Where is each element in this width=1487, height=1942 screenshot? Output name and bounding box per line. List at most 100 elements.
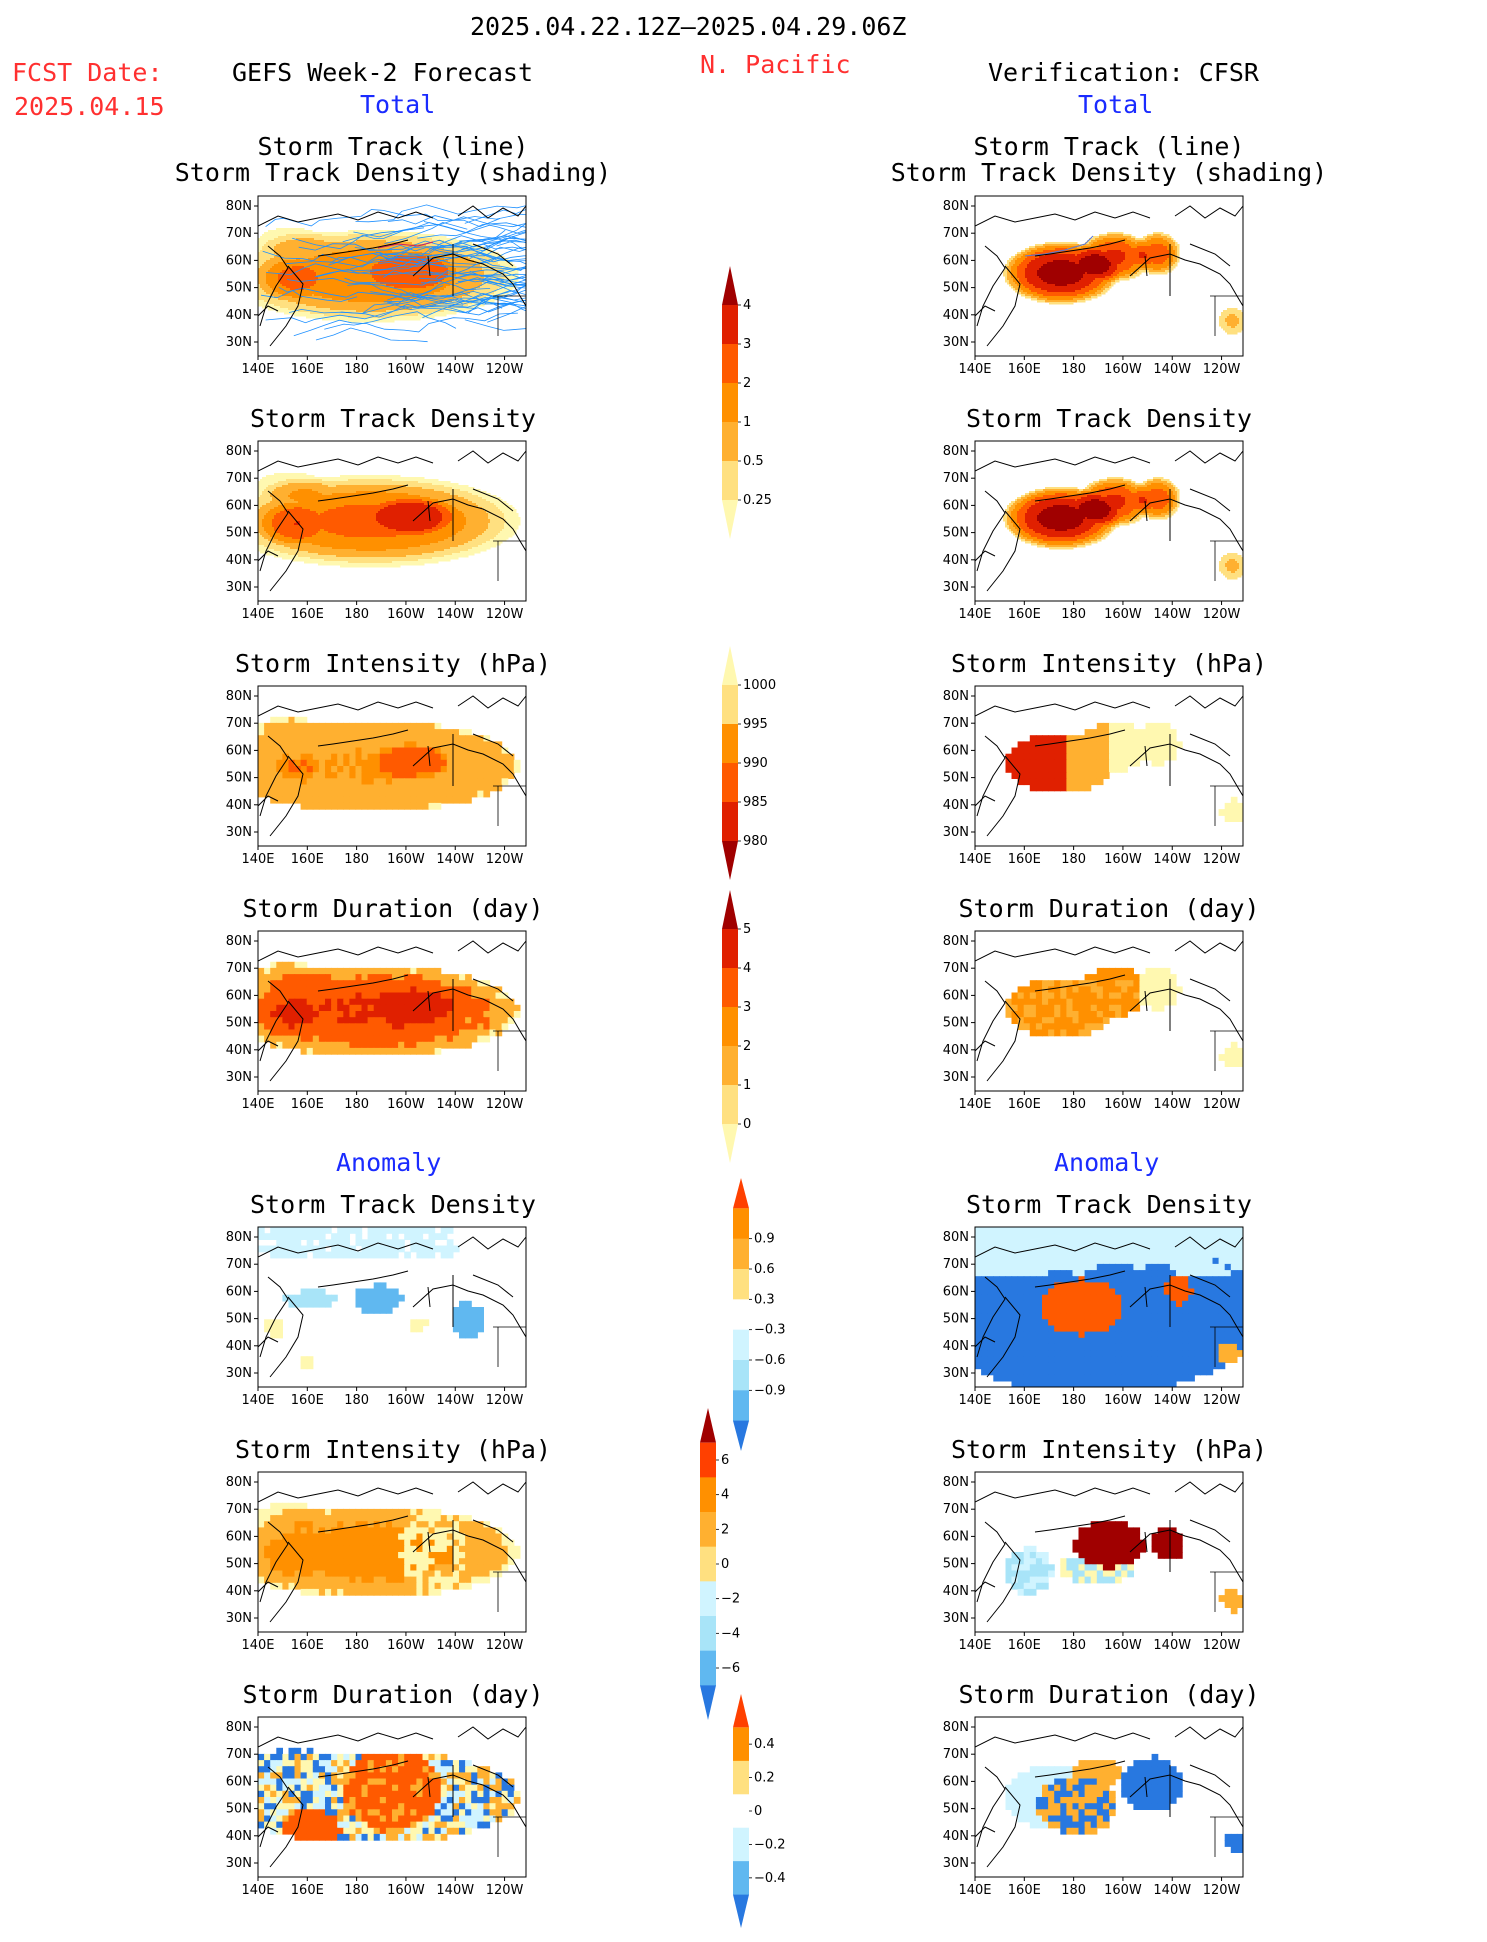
lat-tick-label: 40N (943, 1584, 969, 1599)
lon-tick-label: 140W (436, 1883, 474, 1898)
left-column-title: GEFS Week-2 Forecast (232, 58, 533, 87)
colorbar-label: 1000 (743, 678, 776, 693)
right-total-label: Total (1078, 90, 1153, 119)
lat-tick-label: 50N (943, 1802, 969, 1817)
lat-tick-label: 80N (226, 1475, 252, 1490)
lon-tick-label: 160W (387, 852, 425, 867)
colorbar-label: 0.9 (754, 1232, 775, 1247)
colorbar-label: −0.6 (754, 1353, 786, 1368)
colorbar-label: 980 (743, 834, 768, 849)
lat-tick-label: 50N (226, 1016, 252, 1031)
lon-tick-label: 120W (1203, 1883, 1241, 1898)
colorbar-label: 1 (743, 1078, 751, 1093)
lon-tick-label: 160W (1104, 1638, 1142, 1653)
lon-tick-label: 140E (241, 362, 274, 377)
lon-tick-label: 160E (291, 852, 324, 867)
right-title-track-shading: Storm Track Density (shading) (829, 158, 1389, 187)
lat-tick-label: 80N (226, 444, 252, 459)
lat-tick-label: 80N (943, 1230, 969, 1245)
lon-tick-label: 160E (291, 1638, 324, 1653)
lon-tick-label: 180 (344, 362, 369, 377)
lat-tick-label: 60N (226, 253, 252, 268)
lat-tick-label: 30N (226, 335, 252, 350)
lon-tick-label: 160E (291, 1883, 324, 1898)
lon-tick-label: 180 (1061, 852, 1086, 867)
colorbar-label: −4 (721, 1626, 740, 1641)
lat-tick-label: 80N (943, 934, 969, 949)
left-title-track-shading: Storm Track Density (shading) (113, 158, 673, 187)
lon-tick-label: 120W (1203, 1638, 1241, 1653)
lat-tick-label: 30N (943, 825, 969, 840)
lon-tick-label: 140E (958, 852, 991, 867)
lat-tick-label: 30N (226, 1856, 252, 1871)
lat-tick-label: 70N (226, 1747, 252, 1762)
colorbar-label: −0.3 (754, 1323, 786, 1338)
lon-tick-label: 180 (344, 1097, 369, 1112)
colorbar-label: 3 (743, 1000, 751, 1015)
colorbar-label: 0.4 (754, 1737, 775, 1752)
lat-tick-label: 50N (226, 1557, 252, 1572)
lat-tick-label: 30N (943, 1070, 969, 1085)
lon-tick-label: 140W (436, 362, 474, 377)
lat-tick-label: 80N (226, 1230, 252, 1245)
colorbar-label: 2 (721, 1522, 729, 1537)
left-total-label: Total (360, 90, 435, 119)
lon-tick-label: 120W (486, 362, 524, 377)
lon-tick-label: 180 (1061, 1638, 1086, 1653)
right-title-intensity: Storm Intensity (hPa) (829, 649, 1389, 678)
lat-tick-label: 30N (226, 1070, 252, 1085)
lat-tick-label: 60N (226, 1774, 252, 1789)
lon-tick-label: 120W (1203, 1393, 1241, 1408)
lat-tick-label: 70N (226, 1257, 252, 1272)
lat-tick-label: 30N (943, 335, 969, 350)
lon-tick-label: 120W (1203, 1097, 1241, 1112)
colorbar-label: 0 (754, 1804, 762, 1819)
colorbar-label: 0 (743, 1117, 751, 1132)
lat-tick-label: 70N (943, 226, 969, 241)
right-title-duration: Storm Duration (day) (829, 894, 1389, 923)
lon-tick-label: 160E (1008, 1097, 1041, 1112)
fcst-label: FCST Date: (12, 58, 163, 87)
lat-tick-label: 60N (226, 1284, 252, 1299)
lon-tick-label: 160E (1008, 852, 1041, 867)
region-label: N. Pacific (700, 50, 851, 79)
lon-tick-label: 160W (1104, 1393, 1142, 1408)
lat-tick-label: 60N (943, 1284, 969, 1299)
colorbar-label: −0.2 (754, 1837, 786, 1852)
lon-tick-label: 180 (344, 1393, 369, 1408)
lat-tick-label: 80N (226, 199, 252, 214)
lat-tick-label: 50N (226, 1802, 252, 1817)
lat-tick-label: 50N (943, 1312, 969, 1327)
lat-tick-label: 40N (226, 798, 252, 813)
lon-tick-label: 160W (1104, 1883, 1142, 1898)
lat-tick-label: 60N (226, 1529, 252, 1544)
lat-tick-label: 60N (943, 1529, 969, 1544)
colorbar-label: 2 (743, 376, 751, 391)
lon-tick-label: 140E (958, 1393, 991, 1408)
lat-tick-label: 80N (226, 689, 252, 704)
lon-tick-label: 120W (1203, 362, 1241, 377)
lon-tick-label: 180 (1061, 1393, 1086, 1408)
lon-tick-label: 160E (291, 1393, 324, 1408)
lon-tick-label: 140W (436, 1638, 474, 1653)
lon-tick-label: 160W (387, 1393, 425, 1408)
lon-tick-label: 160E (291, 1097, 324, 1112)
lon-tick-label: 140E (958, 362, 991, 377)
lat-tick-label: 40N (943, 553, 969, 568)
colorbar-label: −6 (721, 1661, 740, 1676)
lon-tick-label: 140W (1153, 607, 1191, 622)
lat-tick-label: 50N (943, 1557, 969, 1572)
